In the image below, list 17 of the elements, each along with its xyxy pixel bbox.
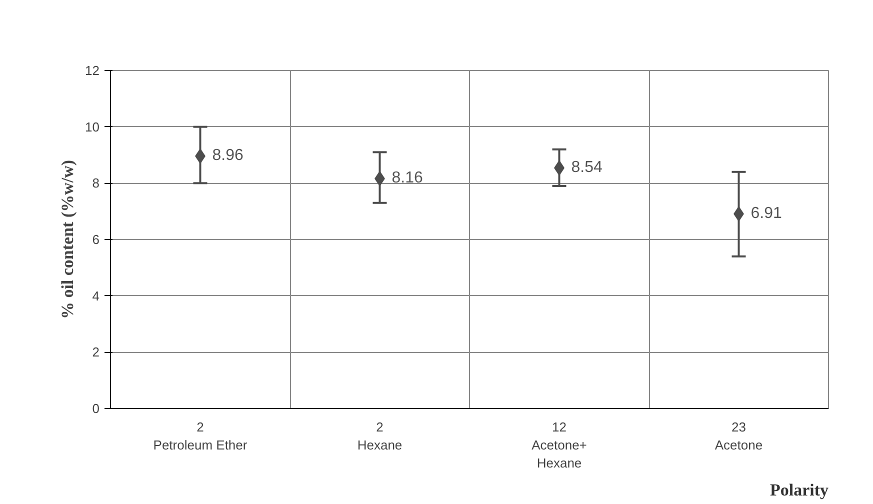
- x-tick-label: 2 Hexane: [357, 420, 402, 452]
- y-tick-label: 2: [92, 344, 100, 360]
- x-tick-label: 23 Acetone: [714, 420, 763, 452]
- y-tick-label: 6: [92, 232, 100, 247]
- x-tick-label: 12 Acetone+ Hexane: [532, 420, 587, 470]
- y-tick-label: 0: [92, 401, 100, 416]
- y-tick-label: 12: [85, 63, 100, 78]
- x-axis-title: Polarity: [770, 480, 829, 500]
- data-label: 6.91: [750, 204, 782, 222]
- y-axis-title: % oil content (%w/w): [58, 160, 78, 320]
- y-tick-label: 10: [85, 119, 100, 134]
- data-label: 8.96: [212, 147, 244, 164]
- data-label: 8.16: [392, 170, 423, 187]
- data-label: 8.54: [571, 158, 602, 176]
- x-tick-label: 2 Petroleum Ether: [153, 420, 248, 452]
- y-tick-label: 4: [92, 288, 100, 304]
- y-tick-label: 8: [92, 176, 100, 191]
